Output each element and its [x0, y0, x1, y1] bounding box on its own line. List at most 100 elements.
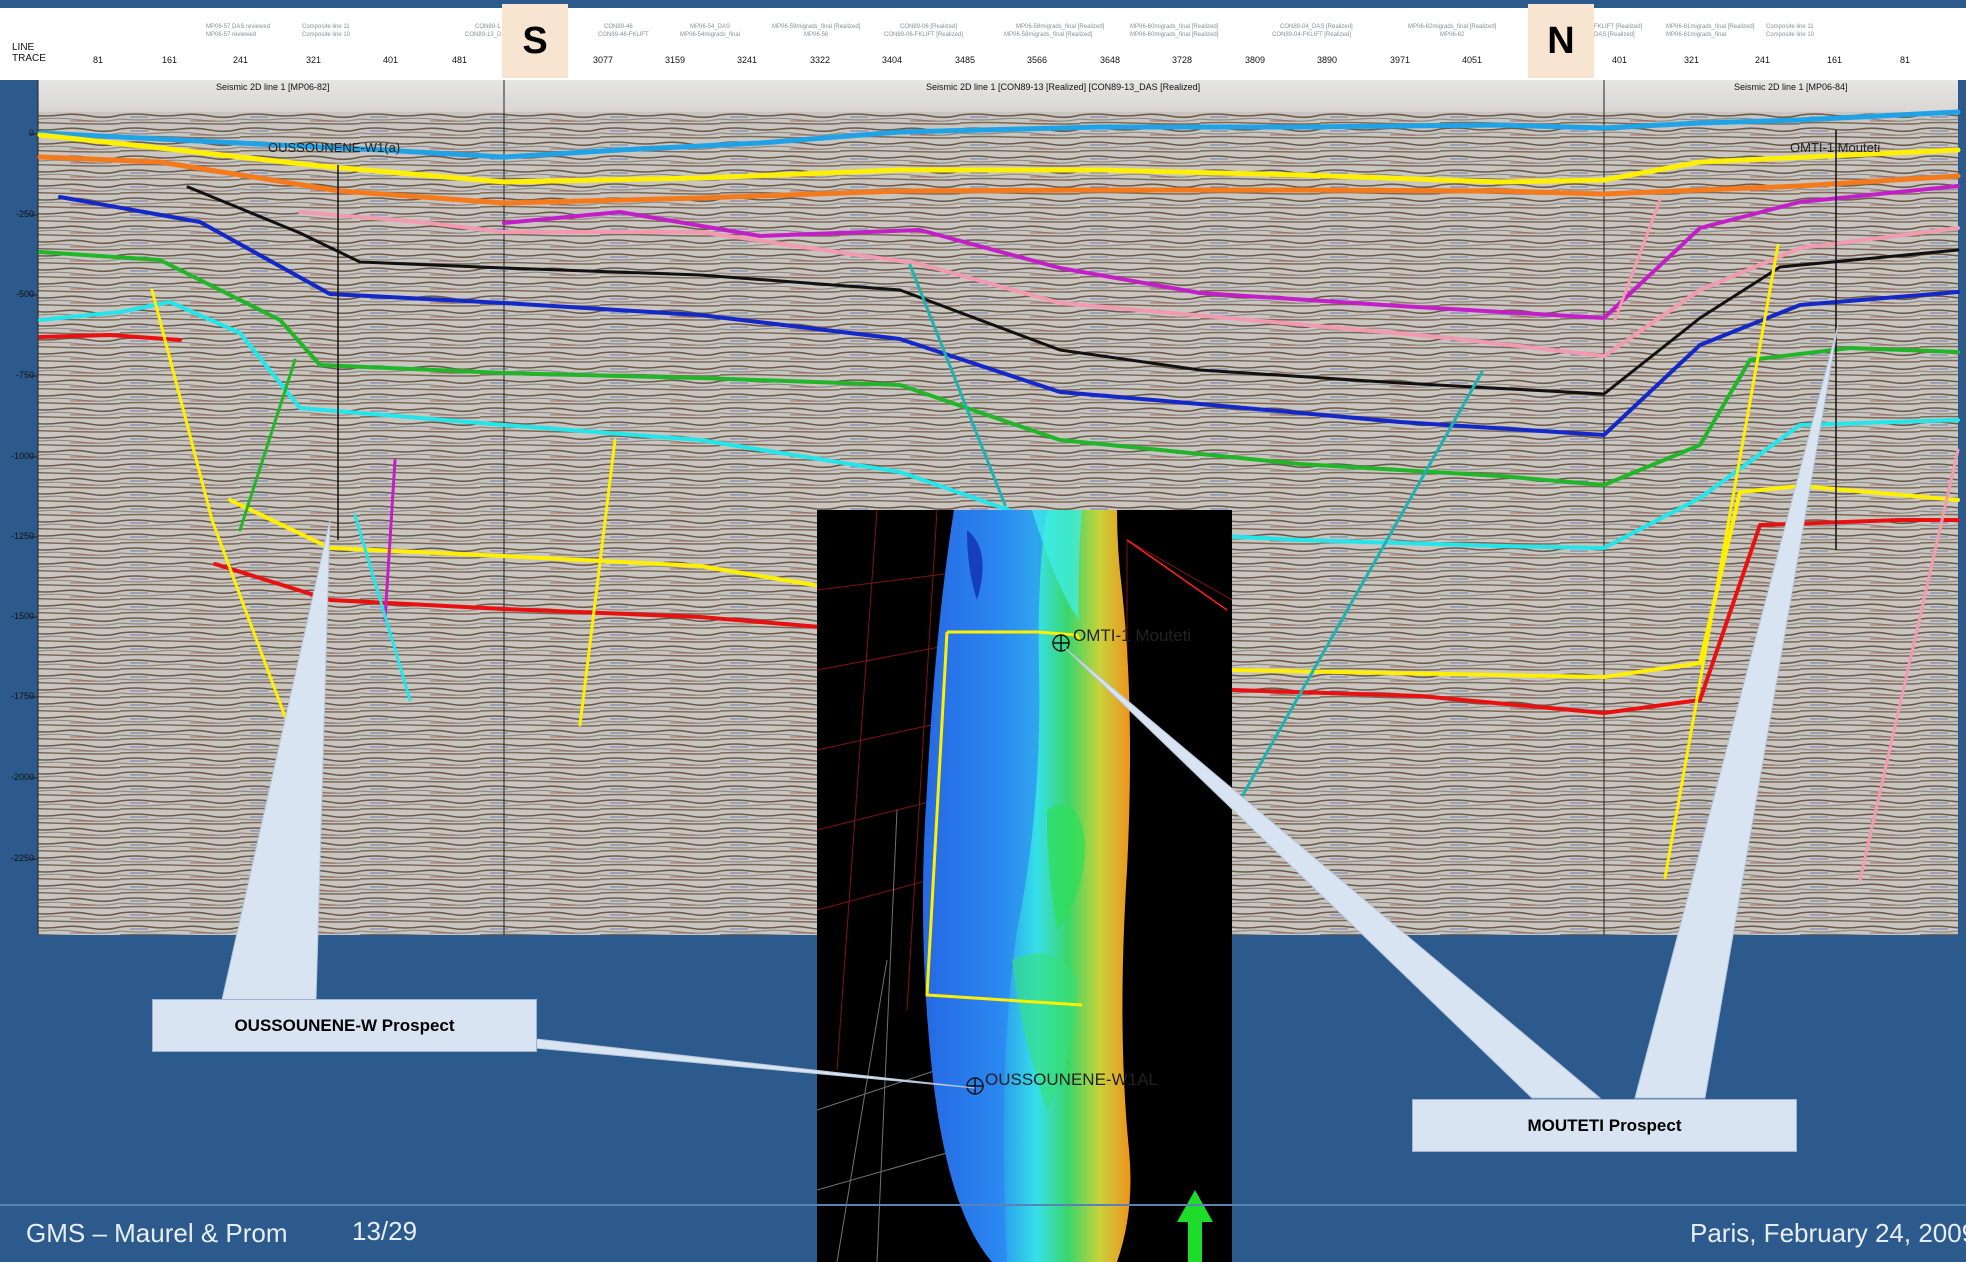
trace-tick: 3809: [1245, 55, 1266, 65]
annotation: CON89-06-FKLIFT [Realized]: [884, 32, 963, 38]
annotation: MP06-62migrads_final [Realized]: [1408, 24, 1497, 30]
annotation: MP06-58migrads_final [Realized]: [1004, 32, 1093, 38]
annotation: CON89-04_DAS [Realized]: [1280, 24, 1353, 30]
annotation: CON89-13_D: [465, 32, 502, 38]
annotation: MP06-56: [804, 32, 829, 38]
trace-tick: 3728: [1172, 55, 1193, 65]
trace-tick: 161: [162, 55, 178, 65]
depth-tick-label: -1000: [10, 451, 34, 461]
well-label-mouteti: OMTI-1 Mouteti: [1790, 140, 1881, 155]
horizon-yellow: [37, 132, 1961, 185]
well-symbol-mouteti: [1052, 634, 1070, 652]
horizon-orange: [37, 154, 1961, 206]
depth-tick-label: 0: [28, 128, 34, 138]
annotation: CON89-46-FKLIFT: [598, 32, 649, 38]
footer-company: GMS – Maurel & Prom: [26, 1218, 288, 1248]
trace-tick: 3485: [955, 55, 976, 65]
horizon-magenta: [502, 184, 1960, 320]
depth-tick-label: -2000: [10, 772, 34, 782]
panel-title-left: Seismic 2D line 1 [MP06-82]: [216, 82, 330, 92]
annotation: DAS [Realized]: [1594, 32, 1635, 38]
horizon-blue: [58, 195, 1960, 437]
depth-tick-label: -750: [15, 370, 34, 380]
annotation: MP06-61migrads_final [Realized]: [1666, 24, 1755, 30]
trace-tick: 321: [306, 55, 322, 65]
callout-mouteti-prospect: MOUTETI Prospect: [1412, 1099, 1797, 1152]
trace-tick: 3077: [593, 55, 614, 65]
trace-tick: 481: [452, 55, 468, 65]
annotation: MP06-59migrads_final [Realized]: [772, 24, 861, 30]
annotation: MP06-57 DAS reviewed: [206, 24, 271, 30]
panel-title-right: Seismic 2D line 1 [MP06-84]: [1734, 82, 1848, 92]
trace-tick: 4051: [1462, 55, 1483, 65]
horizons: [37, 109, 1961, 715]
annotation: CON89-06 [Realized]: [900, 24, 958, 30]
footer-page-number: 13/29: [352, 1216, 418, 1246]
trace-tick: 3971: [1390, 55, 1411, 65]
map-well-label-oussounene: OUSSOUNENE-W1AL: [985, 1070, 1158, 1089]
trace-tick-labels: 81 161 241 321 401 481 3077 3159 3241 33…: [0, 55, 1966, 69]
trace-tick: 241: [1755, 55, 1771, 65]
depth-tick-label: -250: [15, 209, 34, 219]
well-label-oussounene: OUSSOUNENE-W1(a): [268, 140, 401, 155]
trace-tick: 3159: [665, 55, 686, 65]
horizon-pink: [298, 210, 1960, 358]
annotation: MP06-57 reviewed: [206, 32, 257, 38]
trace-tick: 81: [1900, 55, 1911, 65]
structure-map-inset: OMTI-1 Mouteti OUSSOUNENE-W1AL: [817, 510, 1232, 1262]
horizon-green: [38, 250, 1960, 487]
depth-tick-label: -2250: [10, 853, 34, 863]
depth-tick-label: -1500: [10, 611, 34, 621]
trace-tick: 401: [1612, 55, 1628, 65]
annotation: MP06-62: [1440, 32, 1465, 38]
depth-structure-map: [817, 510, 1232, 1262]
panel-title-center: Seismic 2D line 1 [CON89-13 [Realized] […: [926, 82, 1201, 92]
depth-axis: 0 -250 -500 -750 -1000 -1250 -1500 -1750…: [0, 0, 36, 935]
direction-marker-south: S: [502, 4, 568, 78]
annotation: Composite line 10: [1766, 32, 1815, 38]
footer-divider: [0, 1204, 1966, 1206]
annotation: CON89-46: [604, 24, 633, 30]
horizon-cyan: [38, 300, 1960, 550]
trace-tick: 321: [1684, 55, 1700, 65]
depth-tick-label: -1750: [10, 691, 34, 701]
annotation: CON89-1: [475, 24, 501, 30]
annotation: Composite line 11: [302, 24, 350, 30]
trace-tick: 3890: [1317, 55, 1338, 65]
footer-location-date: Paris, February 24, 2009: [1690, 1218, 1966, 1248]
annotation: Composite line 11: [1766, 24, 1814, 30]
trace-header-row-label-line: LINE: [12, 42, 35, 53]
annotation: FKLIFT [Realized]: [1594, 24, 1643, 30]
trace-tick: 161: [1827, 55, 1843, 65]
annotation: MP06-58migrads_final [Realized]: [1016, 24, 1105, 30]
trace-tick: 81: [93, 55, 104, 65]
annotation: MP06-60migrads_final [Realized]: [1130, 24, 1219, 30]
horizon-red: [38, 333, 1960, 715]
trace-header-row-label-trace: TRACE: [12, 53, 46, 64]
north-arrow-icon: [1177, 1190, 1213, 1262]
trace-tick: 3648: [1100, 55, 1121, 65]
annotation: MP06-61migrads_final: [1666, 32, 1727, 38]
trace-tick: 3322: [810, 55, 831, 65]
map-well-label-mouteti: OMTI-1 Mouteti: [1073, 626, 1192, 645]
trace-tick: 3404: [882, 55, 903, 65]
trace-annotations: MP06-57 DAS reviewed Composite line 11 M…: [0, 24, 1966, 46]
trace-tick: 241: [233, 55, 249, 65]
trace-tick: 401: [383, 55, 399, 65]
annotation: MP06-54_DAS: [690, 24, 731, 30]
callout-oussounene-w-prospect: OUSSOUNENE-W Prospect: [152, 999, 537, 1052]
depth-tick-label: -500: [15, 289, 34, 299]
direction-marker-north: N: [1528, 4, 1594, 78]
trace-tick: 3566: [1027, 55, 1048, 65]
annotation: Composite line 10: [302, 32, 351, 38]
annotation: CON89-04-FKLIFT [Realized]: [1272, 32, 1351, 38]
horizon-light-blue: [37, 109, 1961, 160]
trace-tick: 3241: [737, 55, 758, 65]
annotation: MP06-60migrads_final [Realized]: [1130, 32, 1219, 38]
well-symbol-oussounene: [966, 1077, 984, 1095]
annotation: MP06-54migrads_final: [680, 32, 741, 38]
horizon-black: [186, 185, 1960, 396]
faults: [150, 198, 1960, 882]
